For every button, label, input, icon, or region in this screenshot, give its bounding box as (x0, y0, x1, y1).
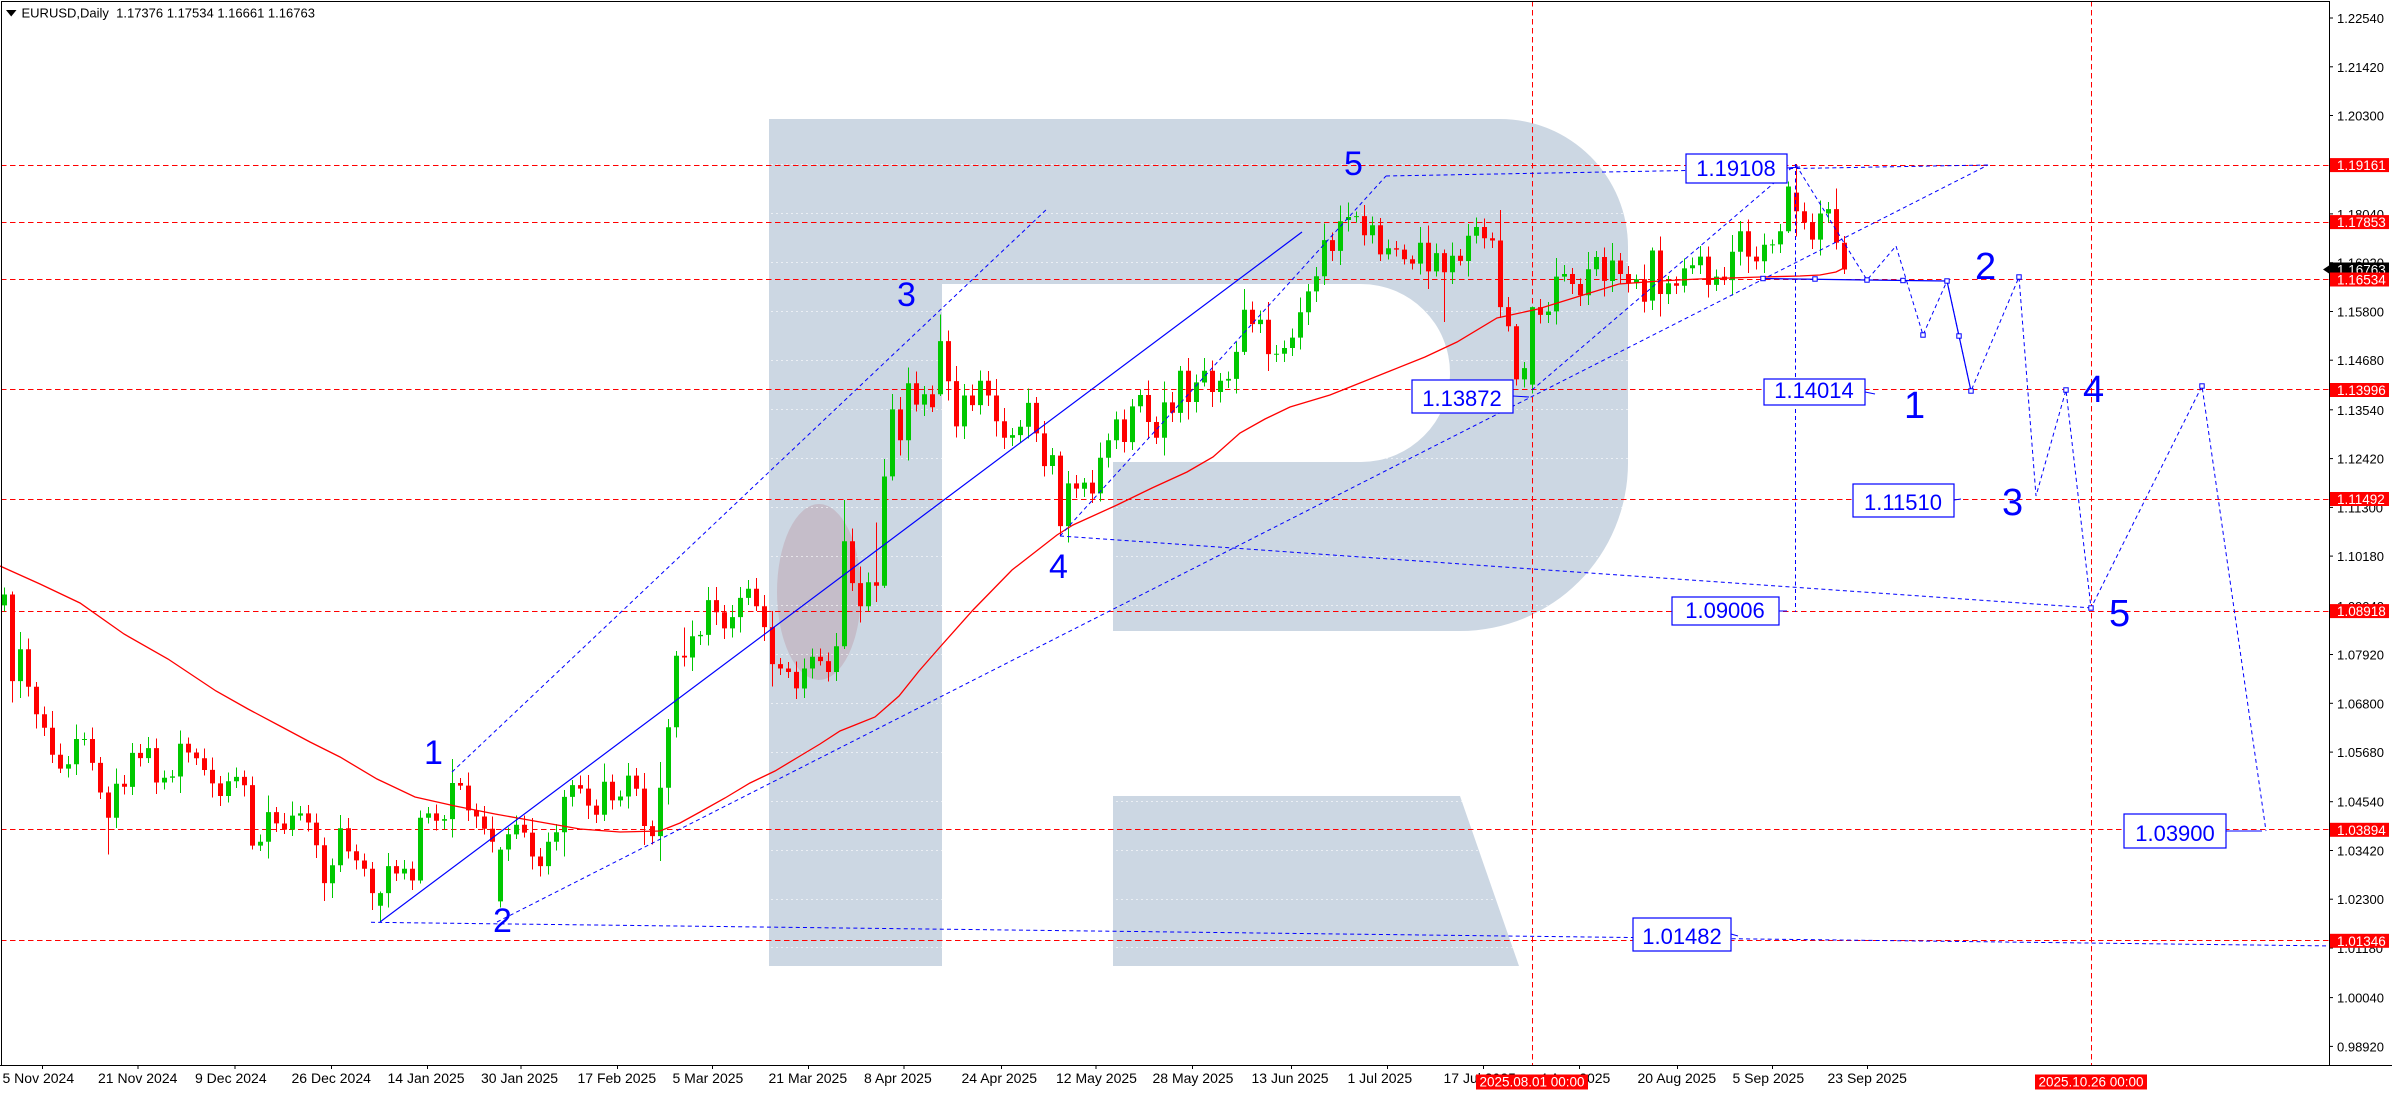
svg-text:9 Dec 2024: 9 Dec 2024 (195, 1070, 267, 1086)
svg-text:1.11510: 1.11510 (1864, 490, 1942, 515)
svg-text:5 Nov 2024: 5 Nov 2024 (3, 1070, 75, 1086)
svg-text:21 Mar 2025: 21 Mar 2025 (769, 1070, 848, 1086)
svg-text:1.16534: 1.16534 (2337, 273, 2386, 288)
svg-text:1.12420: 1.12420 (2337, 452, 2384, 467)
svg-text:0.98920: 0.98920 (2337, 1039, 2384, 1054)
svg-text:1.13540: 1.13540 (2337, 403, 2384, 418)
svg-text:1.03894: 1.03894 (2337, 823, 2386, 838)
svg-text:1.02300: 1.02300 (2337, 892, 2384, 907)
svg-text:1.05680: 1.05680 (2337, 745, 2384, 760)
svg-text:1.14680: 1.14680 (2337, 353, 2384, 368)
svg-text:21 Nov 2024: 21 Nov 2024 (98, 1070, 178, 1086)
svg-text:4: 4 (1049, 548, 1068, 586)
svg-text:5 Mar 2025: 5 Mar 2025 (673, 1070, 744, 1086)
svg-text:1.03900: 1.03900 (2135, 821, 2215, 846)
svg-text:1: 1 (424, 734, 443, 772)
svg-text:14 Jan 2025: 14 Jan 2025 (388, 1070, 465, 1086)
svg-text:1: 1 (1904, 385, 1925, 427)
svg-text:1.15800: 1.15800 (2337, 305, 2384, 320)
svg-text:1.20300: 1.20300 (2337, 109, 2384, 124)
svg-text:24 Apr 2025: 24 Apr 2025 (962, 1070, 1038, 1086)
svg-text:1.17853: 1.17853 (2337, 215, 2386, 230)
svg-text:1 Jul 2025: 1 Jul 2025 (1348, 1070, 1413, 1086)
svg-text:4: 4 (2083, 369, 2104, 411)
svg-text:1.19161: 1.19161 (2337, 158, 2386, 173)
svg-text:1.01482: 1.01482 (1642, 924, 1722, 949)
svg-text:5: 5 (2109, 593, 2130, 635)
svg-text:1.09006: 1.09006 (1685, 598, 1765, 623)
svg-text:1.08918: 1.08918 (2337, 604, 2386, 619)
svg-text:EURUSD,Daily 1.17376 1.17534: EURUSD,Daily 1.17376 1.17534 1.16661 1.1… (22, 6, 315, 21)
svg-text:1.13996: 1.13996 (2337, 383, 2386, 398)
svg-text:26 Dec 2024: 26 Dec 2024 (292, 1070, 372, 1086)
svg-text:13 Jun 2025: 13 Jun 2025 (1252, 1070, 1329, 1086)
svg-text:1.22540: 1.22540 (2337, 11, 2384, 26)
svg-text:20 Aug 2025: 20 Aug 2025 (1638, 1070, 1717, 1086)
svg-text:5 Sep 2025: 5 Sep 2025 (1733, 1070, 1805, 1086)
svg-text:8 Apr 2025: 8 Apr 2025 (864, 1070, 932, 1086)
svg-text:1.11492: 1.11492 (2337, 492, 2385, 507)
svg-text:3: 3 (897, 276, 916, 314)
svg-text:1.04540: 1.04540 (2337, 795, 2384, 810)
svg-text:2025.10.26 00:00: 2025.10.26 00:00 (2038, 1075, 2143, 1090)
svg-text:28 May 2025: 28 May 2025 (1153, 1070, 1234, 1086)
svg-text:2: 2 (1975, 246, 1996, 288)
svg-text:12 May 2025: 12 May 2025 (1056, 1070, 1137, 1086)
svg-text:1.07920: 1.07920 (2337, 648, 2384, 663)
svg-text:5: 5 (1344, 145, 1363, 183)
svg-text:30 Jan 2025: 30 Jan 2025 (481, 1070, 558, 1086)
svg-text:1.00040: 1.00040 (2337, 991, 2384, 1006)
svg-text:2: 2 (493, 902, 512, 940)
svg-text:1.10180: 1.10180 (2337, 549, 2384, 564)
svg-text:3: 3 (2002, 482, 2023, 524)
svg-text:1.13872: 1.13872 (1422, 386, 1502, 411)
svg-text:2025.08.01 00:00: 2025.08.01 00:00 (1479, 1075, 1584, 1090)
svg-text:17 Feb 2025: 17 Feb 2025 (578, 1070, 657, 1086)
svg-text:1.19108: 1.19108 (1696, 156, 1776, 181)
svg-text:1.21420: 1.21420 (2337, 60, 2384, 75)
svg-text:1.14014: 1.14014 (1774, 378, 1854, 403)
svg-text:1.01346: 1.01346 (2337, 934, 2386, 949)
svg-text:1.06800: 1.06800 (2337, 696, 2384, 711)
svg-text:1.03420: 1.03420 (2337, 844, 2384, 859)
svg-text:23 Sep 2025: 23 Sep 2025 (1828, 1070, 1908, 1086)
